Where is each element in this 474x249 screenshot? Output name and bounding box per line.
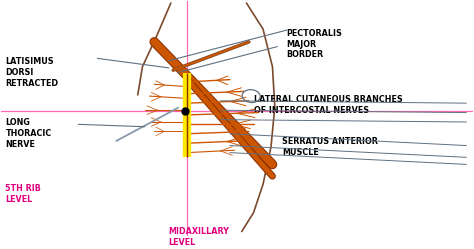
Text: 5TH RIB
LEVEL: 5TH RIB LEVEL [5, 185, 41, 204]
Text: LONG
THORACIC
NERVE: LONG THORACIC NERVE [5, 119, 52, 149]
Text: LATISIMUS
DORSI
RETRACTED: LATISIMUS DORSI RETRACTED [5, 57, 58, 88]
Text: PECTORALIS
MAJOR
BORDER: PECTORALIS MAJOR BORDER [287, 29, 343, 60]
Text: LATERAL CUTANEOUS BRANCHES
OF INTERCOSTAL NERVES: LATERAL CUTANEOUS BRANCHES OF INTERCOSTA… [254, 95, 402, 115]
Text: MIDAXILLARY
LEVEL: MIDAXILLARY LEVEL [168, 227, 229, 247]
Text: SERRATUS ANTERIOR
MUSCLE: SERRATUS ANTERIOR MUSCLE [282, 137, 378, 157]
